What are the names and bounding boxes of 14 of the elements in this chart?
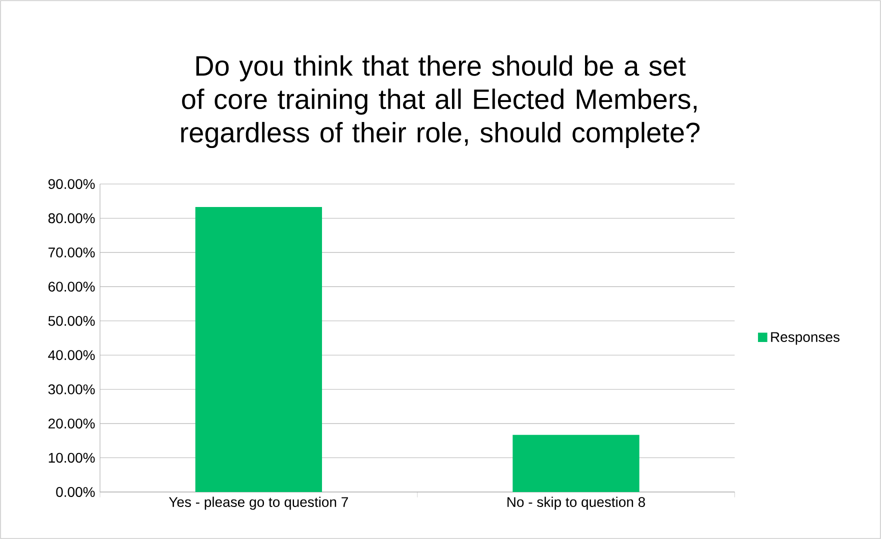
y-tick-label: 0.00% (56, 487, 95, 497)
y-tick-label: 40.00% (48, 350, 95, 360)
y-tick-label: 70.00% (48, 248, 95, 258)
chart-title: Do you think that there should be a set of core training that all Elected Members, regardless of their role, should complete? (181, 55, 700, 148)
y-tick-label: 30.00% (48, 384, 95, 394)
x-tick-label: Yes - please go to question 7 (168, 496, 348, 510)
y-tick-label: 50.00% (48, 316, 95, 326)
legend-label: Responses (771, 332, 840, 345)
y-tick-label: 80.00% (48, 213, 95, 224)
y-tick-label: 90.00% (48, 179, 95, 189)
y-tick-label: 20.00% (48, 418, 95, 429)
y-tick-label: 10.00% (48, 452, 95, 463)
x-tick-label: No - skip to question 8 (508, 496, 646, 510)
y-tick-label: 60.00% (48, 282, 95, 292)
